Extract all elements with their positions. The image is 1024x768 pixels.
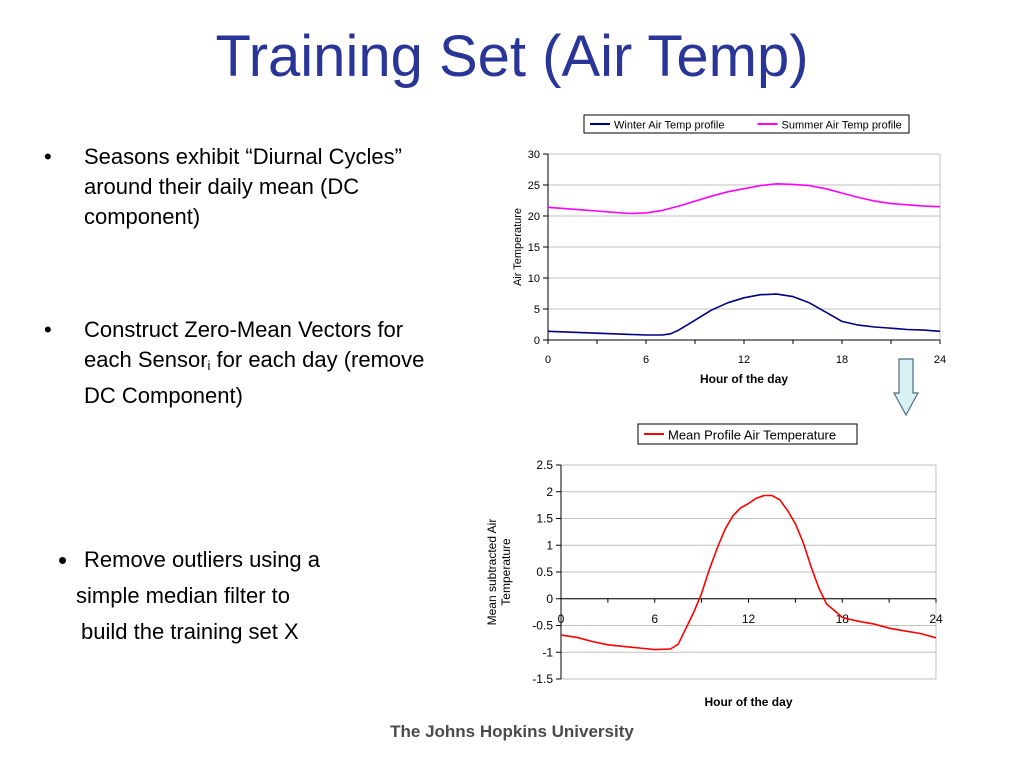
bullet-text-after: for each day (remove DC Component) (84, 347, 425, 408)
bullet-remove-outliers: • Remove outliers using a simple median … (58, 542, 404, 650)
y-tick-label: 1.5 (536, 512, 553, 526)
bullet-marker: • (58, 545, 68, 575)
series-line-1 (547, 293, 941, 336)
x-tick-label: 0 (558, 612, 565, 626)
y-tick-label: 0 (546, 592, 553, 606)
x-tick-label: 18 (836, 612, 850, 626)
legend-box (583, 114, 910, 134)
y-tick-label: 1 (546, 538, 553, 552)
x-tick-label: 24 (929, 612, 943, 626)
y-tick-label: 30 (528, 149, 540, 161)
footer-university: The Johns Hopkins University (390, 722, 634, 741)
legend-entry-1: Mean Profile Air Temperature (668, 428, 836, 443)
x-tick-label: 6 (643, 354, 649, 366)
bullet-zero-mean-vectors: • Construct Zero-Mean Vectors for each S… (44, 315, 434, 411)
x-tick-label: 0 (545, 354, 551, 366)
x-tick-label: 12 (742, 612, 756, 626)
bullet-line-2: simple median filter to (76, 583, 290, 608)
y-tick-label: 2.5 (536, 458, 553, 472)
x-axis-label: Hour of the day (704, 695, 792, 709)
y-tick-label: 0.5 (536, 565, 553, 579)
y-tick-label: 5 (534, 304, 540, 316)
bullet-subscript: i (207, 358, 211, 373)
x-tick-label: 6 (651, 612, 658, 626)
x-tick-label: 12 (738, 354, 750, 366)
y-tick-label: -0.5 (532, 619, 553, 633)
x-axis-label: Hour of the day (700, 372, 788, 386)
y-tick-label: 20 (528, 211, 540, 223)
y-tick-label: 2 (546, 485, 553, 499)
y-tick-label: 10 (528, 273, 540, 285)
bullet-line-1: Remove outliers using a (84, 547, 321, 572)
y-tick-label: -1.5 (532, 672, 553, 686)
y-tick-label: 0 (534, 335, 540, 347)
y-axis-label: Air Temperature (512, 208, 524, 286)
bullet-text: Seasons exhibit “Diurnal Cycles” around … (84, 144, 402, 229)
slide-title: Training Set (Air Temp) (215, 24, 809, 89)
legend-entry-1: Winter Air Temp profile (614, 120, 724, 132)
bullet-line-3: build the training set X (81, 619, 299, 644)
chart-legend: Winter Air Temp profile Summer Air Temp p… (583, 114, 910, 134)
x-tick-label: 18 (836, 354, 848, 366)
chart-legend: Mean Profile Air Temperature (637, 423, 858, 445)
x-tick-label: 24 (934, 354, 946, 366)
series-line-2 (547, 183, 941, 215)
y-axis-label: Mean subtracted AirTemperature (485, 519, 513, 626)
chart-1: 0 5 10 15 20 25 30 0 6 12 18 24 Hour of the day Air T… (512, 114, 946, 386)
bullet-marker: • (44, 317, 52, 342)
bullet-text-before: Construct Zero-Mean Vectors for each Sen… (84, 317, 404, 372)
legend-entry-2: Summer Air Temp profile (782, 120, 902, 132)
chart-2: -1.5 -1 -0.5 0 0.5 1 1.5 2 2.5 0 6 12 18 24 Hour of th… (485, 423, 943, 709)
down-arrow-shape (893, 358, 919, 417)
series-line-1 (560, 494, 937, 651)
y-tick-label: -1 (542, 645, 553, 659)
bullet-diurnal-cycles: • Seasons exhibit “Diurnal Cycles” aroun… (44, 142, 424, 232)
bullet-marker: • (44, 144, 52, 169)
down-arrow-icon (893, 358, 919, 417)
y-tick-label: 15 (528, 242, 540, 254)
y-tick-label: 25 (528, 180, 540, 192)
legend-box (637, 423, 858, 445)
